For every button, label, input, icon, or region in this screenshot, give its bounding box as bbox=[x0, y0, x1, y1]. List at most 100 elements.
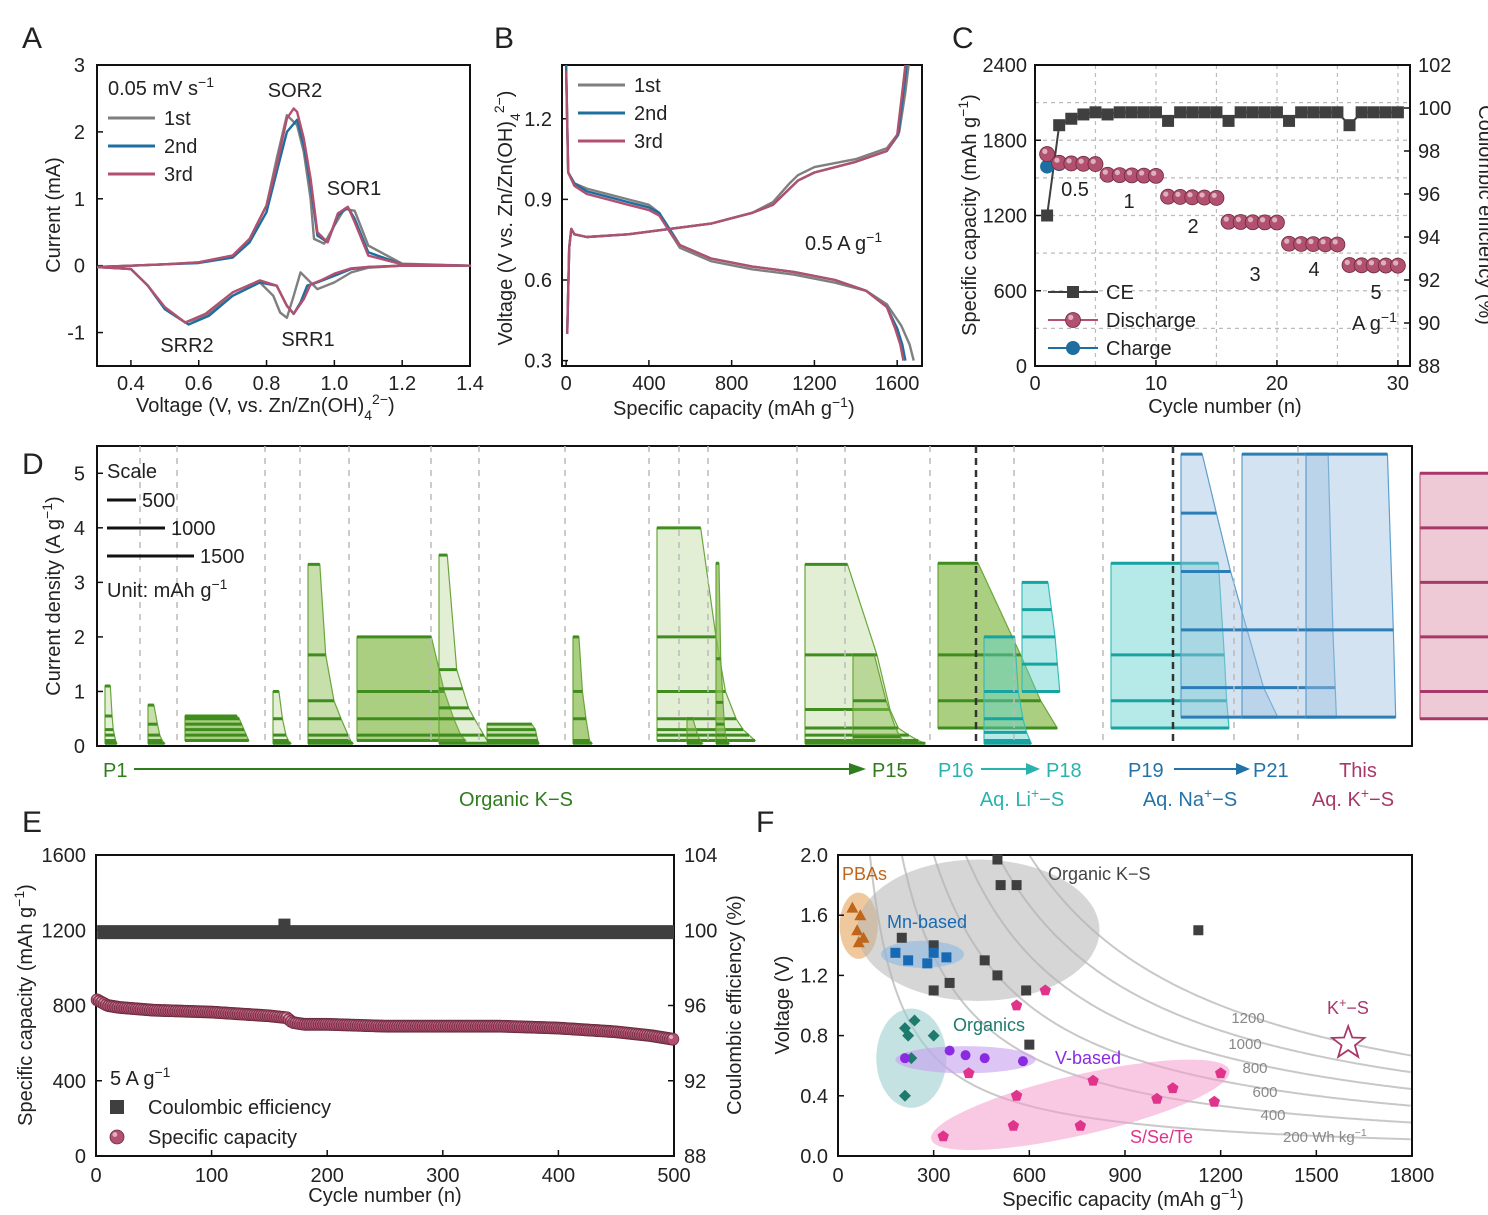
panel-d-na-end-part: P21 bbox=[1253, 760, 1289, 782]
panel-c-ce-point bbox=[1343, 119, 1356, 132]
panel-b-xtick-label-part: 1600 bbox=[875, 373, 920, 395]
panel-f-group-label-part: V-based bbox=[1055, 1048, 1121, 1068]
panel-b-ylabel-part: Voltage (V vs. Zn/Zn(OH) bbox=[495, 121, 517, 346]
panel-e-xtick-label-part: 500 bbox=[657, 1165, 690, 1187]
panel-f-pbas-point bbox=[851, 924, 864, 936]
panel-a-legend-2nd-part: 2nd bbox=[164, 136, 197, 158]
panel-b-series-1st bbox=[564, 64, 915, 361]
panel-f-xtick-label: 1800 bbox=[1390, 1165, 1435, 1187]
panel-b-ytick-label: 0.6 bbox=[524, 270, 552, 292]
panel-b-xtick-label: 800 bbox=[715, 373, 748, 395]
panel-d-cat-end: P15 bbox=[872, 760, 908, 782]
panel-c-y2tick-label-part: 102 bbox=[1418, 55, 1451, 77]
panel-d-na-name-part: + bbox=[1204, 785, 1212, 801]
panel-f-ytick-label-part: 0.4 bbox=[800, 1086, 828, 1108]
panel-b-legend-1st: 1st bbox=[634, 75, 661, 97]
panel-c-xtick-label: 0 bbox=[1029, 373, 1040, 395]
panel-b-ylabel-part: 4 bbox=[507, 113, 523, 121]
panel-a-annotation-SOR1: SOR1 bbox=[327, 178, 381, 200]
panel-f-energy-label: 600 bbox=[1252, 1084, 1277, 1101]
panel-e-rate-part: 5 A g bbox=[110, 1068, 155, 1090]
panel-c-rate-label-part: 1 bbox=[1123, 191, 1134, 213]
panel-c-ce-point bbox=[1379, 106, 1392, 119]
panel-f-organic-ks-point bbox=[1193, 925, 1204, 936]
panel-a-xtick-label: 0.6 bbox=[185, 373, 213, 395]
panel-f-group-label: S/Se/Te bbox=[1130, 1127, 1193, 1147]
panel-f-bubble bbox=[931, 1059, 1230, 1151]
panel-f-energy-label-part: 400 bbox=[1260, 1107, 1285, 1124]
panel-d-unit: Unit: mAh g−1 bbox=[107, 576, 228, 602]
panel-f-vbased-point bbox=[899, 1053, 910, 1064]
panel-f-group-label-part: S/Se/Te bbox=[1130, 1127, 1193, 1147]
panel-a-ytick-label: 0 bbox=[74, 256, 85, 278]
panel-d-ylabel-part: Current density (A g bbox=[43, 519, 65, 696]
panel-d-ytick-label-part: 4 bbox=[74, 518, 85, 540]
panel-a-annotation-SRR2-part: SRR2 bbox=[160, 335, 213, 357]
panel-c-ylabel: Specific capacity (mAh g−1) bbox=[955, 94, 981, 336]
panel-e-legend-capacity-marker bbox=[109, 1129, 125, 1145]
panel-c-y2tick-label: 92 bbox=[1418, 270, 1440, 292]
panel-f-ytick-label: 0.4 bbox=[800, 1086, 828, 1108]
panel-c-xlabel: Cycle number (n) bbox=[1148, 396, 1301, 418]
panel-c-rate-label: 3 bbox=[1249, 264, 1260, 286]
panel-letter-A-part: A bbox=[22, 22, 42, 55]
panel-c-xtick-label: 30 bbox=[1387, 373, 1409, 395]
panel-b-xtick-label: 1200 bbox=[792, 373, 837, 395]
panel-e-ce-band bbox=[97, 925, 674, 940]
panel-a-xlabel-part: Voltage (V, vs. Zn/Zn(OH) bbox=[136, 395, 364, 417]
panel-d-na-start: P19 bbox=[1128, 760, 1164, 782]
panel-f-pbas-point bbox=[846, 901, 859, 913]
panel-c-unit-part: −1 bbox=[1381, 309, 1397, 325]
panel-f-ytick-label-part: 0.0 bbox=[800, 1146, 828, 1168]
panel-b-xlabel-part: Specific capacity (mAh g bbox=[613, 398, 832, 420]
panel-e-capacity-point bbox=[666, 1032, 680, 1046]
panel-f-energy-label-part: −1 bbox=[1355, 1127, 1367, 1139]
panel-f-organics-point bbox=[927, 1029, 940, 1042]
panel-a-xtick-label-part: 0.4 bbox=[117, 373, 145, 395]
panel-c-discharge-point-hl bbox=[1138, 170, 1145, 176]
panel-c-ce-point bbox=[1319, 106, 1332, 119]
panel-f-organic-ks-point bbox=[1021, 985, 1032, 996]
panel-b-ylabel: Voltage (V vs. Zn/Zn(OH)42−) bbox=[491, 91, 523, 346]
panel-c-rate-label-part: 2 bbox=[1187, 216, 1198, 238]
panel-c-discharge-point bbox=[1087, 156, 1104, 172]
panel-b-ylabel-part: ) bbox=[495, 91, 517, 98]
panel-f-group-label: V-based bbox=[1055, 1048, 1121, 1068]
panel-c-rate-label-part: 4 bbox=[1308, 259, 1319, 281]
panel-d-scale-label: 500 bbox=[142, 490, 175, 512]
panel-b-legend-3rd-part: 3rd bbox=[634, 131, 663, 153]
panel-d-k-name-part: −S bbox=[1369, 789, 1394, 811]
panel-d-ytick-label-part: 5 bbox=[74, 463, 85, 485]
panel-letter-E-part: E bbox=[22, 806, 42, 839]
panel-c-ce-point bbox=[1391, 106, 1404, 119]
panel-f-sse-point bbox=[1074, 1119, 1087, 1131]
panel-d-cat-name-part: Organic K−S bbox=[459, 789, 573, 811]
panel-a-ylabel: Current (mA) bbox=[43, 157, 65, 273]
panel-c-xtick-label-part: 10 bbox=[1145, 373, 1167, 395]
panel-c-ce-point bbox=[1295, 106, 1308, 119]
panel-a-xtick-label: 1.2 bbox=[388, 373, 416, 395]
panel-a-ytick-label: 3 bbox=[74, 55, 85, 77]
panel-d-cat-end-part: P15 bbox=[872, 760, 908, 782]
panel-c-discharge-point-hl bbox=[1102, 169, 1108, 175]
panel-a-xlabel-part: 2− bbox=[372, 391, 388, 407]
panel-f-organic-ks-point bbox=[1011, 880, 1022, 891]
panel-a-series-3rd bbox=[96, 107, 472, 324]
panel-c-discharge-point-hl bbox=[1054, 157, 1060, 163]
panel-e-legend-ce-marker bbox=[110, 1100, 124, 1114]
panel-e-xtick-label-part: 100 bbox=[195, 1165, 228, 1187]
panel-b-xtick-label-part: 1200 bbox=[792, 373, 837, 395]
panel-d-ytick-label: 5 bbox=[74, 463, 85, 485]
panel-c-discharge-point-hl bbox=[1163, 191, 1169, 197]
panel-c-ce-point bbox=[1367, 106, 1380, 119]
panel-d-scale-label-part: 1000 bbox=[171, 518, 216, 540]
panel-c-xtick-label-part: 20 bbox=[1266, 373, 1288, 395]
panel-a-annotation-SRR1-part: SRR1 bbox=[281, 329, 334, 351]
panel-e-ytick-label: 1600 bbox=[42, 845, 87, 867]
panel-c-discharge-point-hl bbox=[1247, 217, 1254, 223]
panel-a-xtick-label-part: 1.2 bbox=[388, 373, 416, 395]
panel-c-legend-charge-part: Charge bbox=[1106, 338, 1172, 360]
panel-a-legend-1st-part: 1st bbox=[164, 108, 191, 130]
panel-c-discharge-point-hl bbox=[1187, 192, 1193, 198]
